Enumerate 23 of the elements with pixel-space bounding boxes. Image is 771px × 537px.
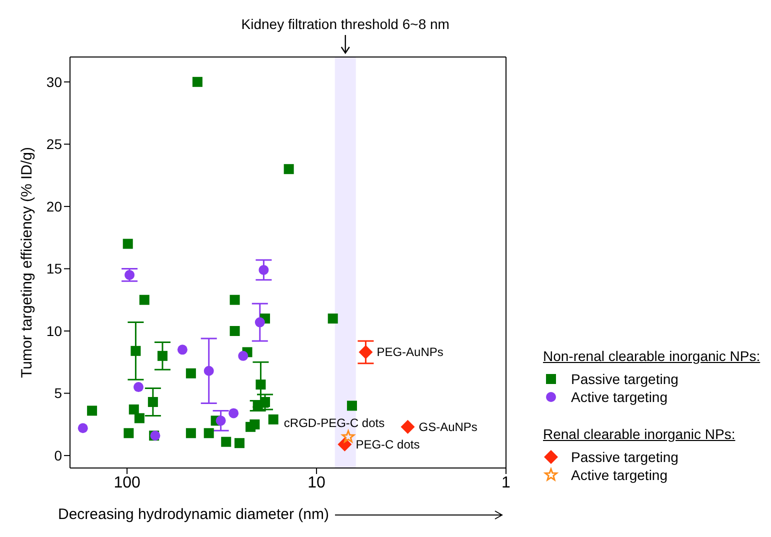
text: Non-renal clearable inorganic NPs:	[543, 348, 760, 364]
y-tick-label: 20	[46, 198, 62, 214]
annotation: PEG-AuNPs	[376, 345, 444, 360]
band-label: Kidney filtration threshold 6~8 nm	[241, 16, 450, 32]
text: Renal clearable inorganic NPs:	[543, 426, 736, 442]
y-tick-label: 25	[46, 136, 62, 152]
y-tick-label: 0	[54, 448, 62, 464]
annotation: PEG-C dots	[356, 437, 420, 452]
x-tick-label: 100	[114, 474, 140, 492]
legend-label: Active targeting	[571, 467, 668, 483]
y-tick-label: 5	[54, 385, 62, 402]
annotation: cRGD-PEG-C dots	[284, 416, 385, 430]
legend-label: Active targeting	[571, 389, 668, 405]
y-tick-label: 15	[46, 260, 62, 277]
y-tick-label: 30	[46, 74, 62, 90]
x-axis-title: Decreasing hydrodynamic diameter (nm)	[58, 506, 329, 523]
y-tick-label: 10	[46, 322, 62, 339]
x-tick-label: 10	[308, 474, 326, 492]
legend-label: Passive targeting	[571, 449, 678, 465]
x-tick-label: 1	[502, 474, 511, 492]
annotation: GS-AuNPs	[418, 420, 478, 434]
legend-label: Passive targeting	[571, 371, 678, 387]
y-axis-title: Tumor targeting efficiency (% ID/g)	[18, 147, 36, 378]
